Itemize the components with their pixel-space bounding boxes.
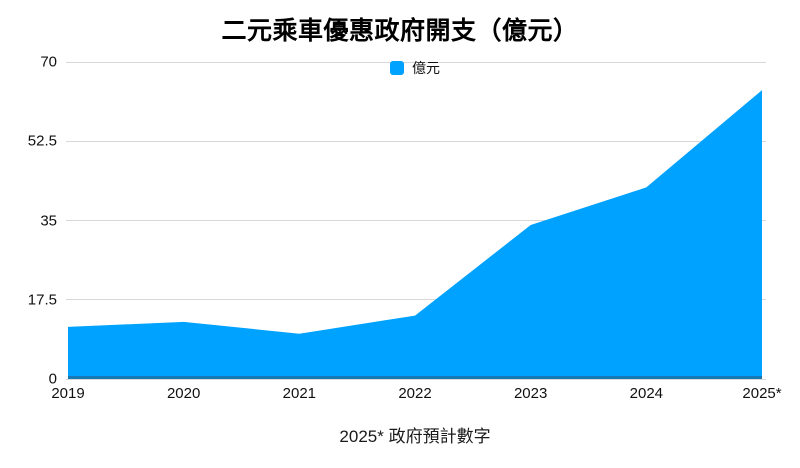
y-tick-label: 52.5 — [27, 132, 57, 150]
gridline — [66, 220, 766, 221]
legend: 億元 — [68, 59, 762, 77]
y-tick-label: 35 — [40, 212, 57, 229]
y-tick-label: 0 — [48, 370, 57, 388]
y-tick-label: 17.5 — [27, 291, 57, 309]
x-tick-label: 2022 — [398, 385, 432, 402]
x-tick-label: 2019 — [51, 385, 85, 402]
area-series-fill — [68, 90, 762, 379]
x-tick-label: 2020 — [166, 385, 201, 402]
gridline — [66, 140, 766, 142]
footnote: 2025* 政府預計數字 — [339, 427, 491, 446]
plot-area: 0 17.5 35 52.5 70 — [28, 54, 766, 388]
gridline — [66, 299, 766, 301]
legend-label: 億元 — [412, 60, 440, 76]
gridline — [66, 61, 766, 63]
x-tick-label: 2023 — [513, 385, 548, 402]
x-axis-labels: 2019 2020 2021 2022 2023 2024 2025* — [51, 385, 781, 405]
x-axis-line — [68, 376, 762, 379]
y-tick-label: 70 — [40, 53, 57, 71]
chart-title: 二元乘車優惠政府開支（億元） — [221, 17, 579, 45]
x-tick-label: 2024 — [629, 385, 664, 402]
x-tick-label: 2021 — [282, 385, 317, 402]
x-tick-label: 2025* — [742, 385, 782, 402]
legend-swatch-icon — [390, 61, 404, 75]
gridline — [66, 378, 766, 380]
area-series-svg — [68, 90, 762, 379]
